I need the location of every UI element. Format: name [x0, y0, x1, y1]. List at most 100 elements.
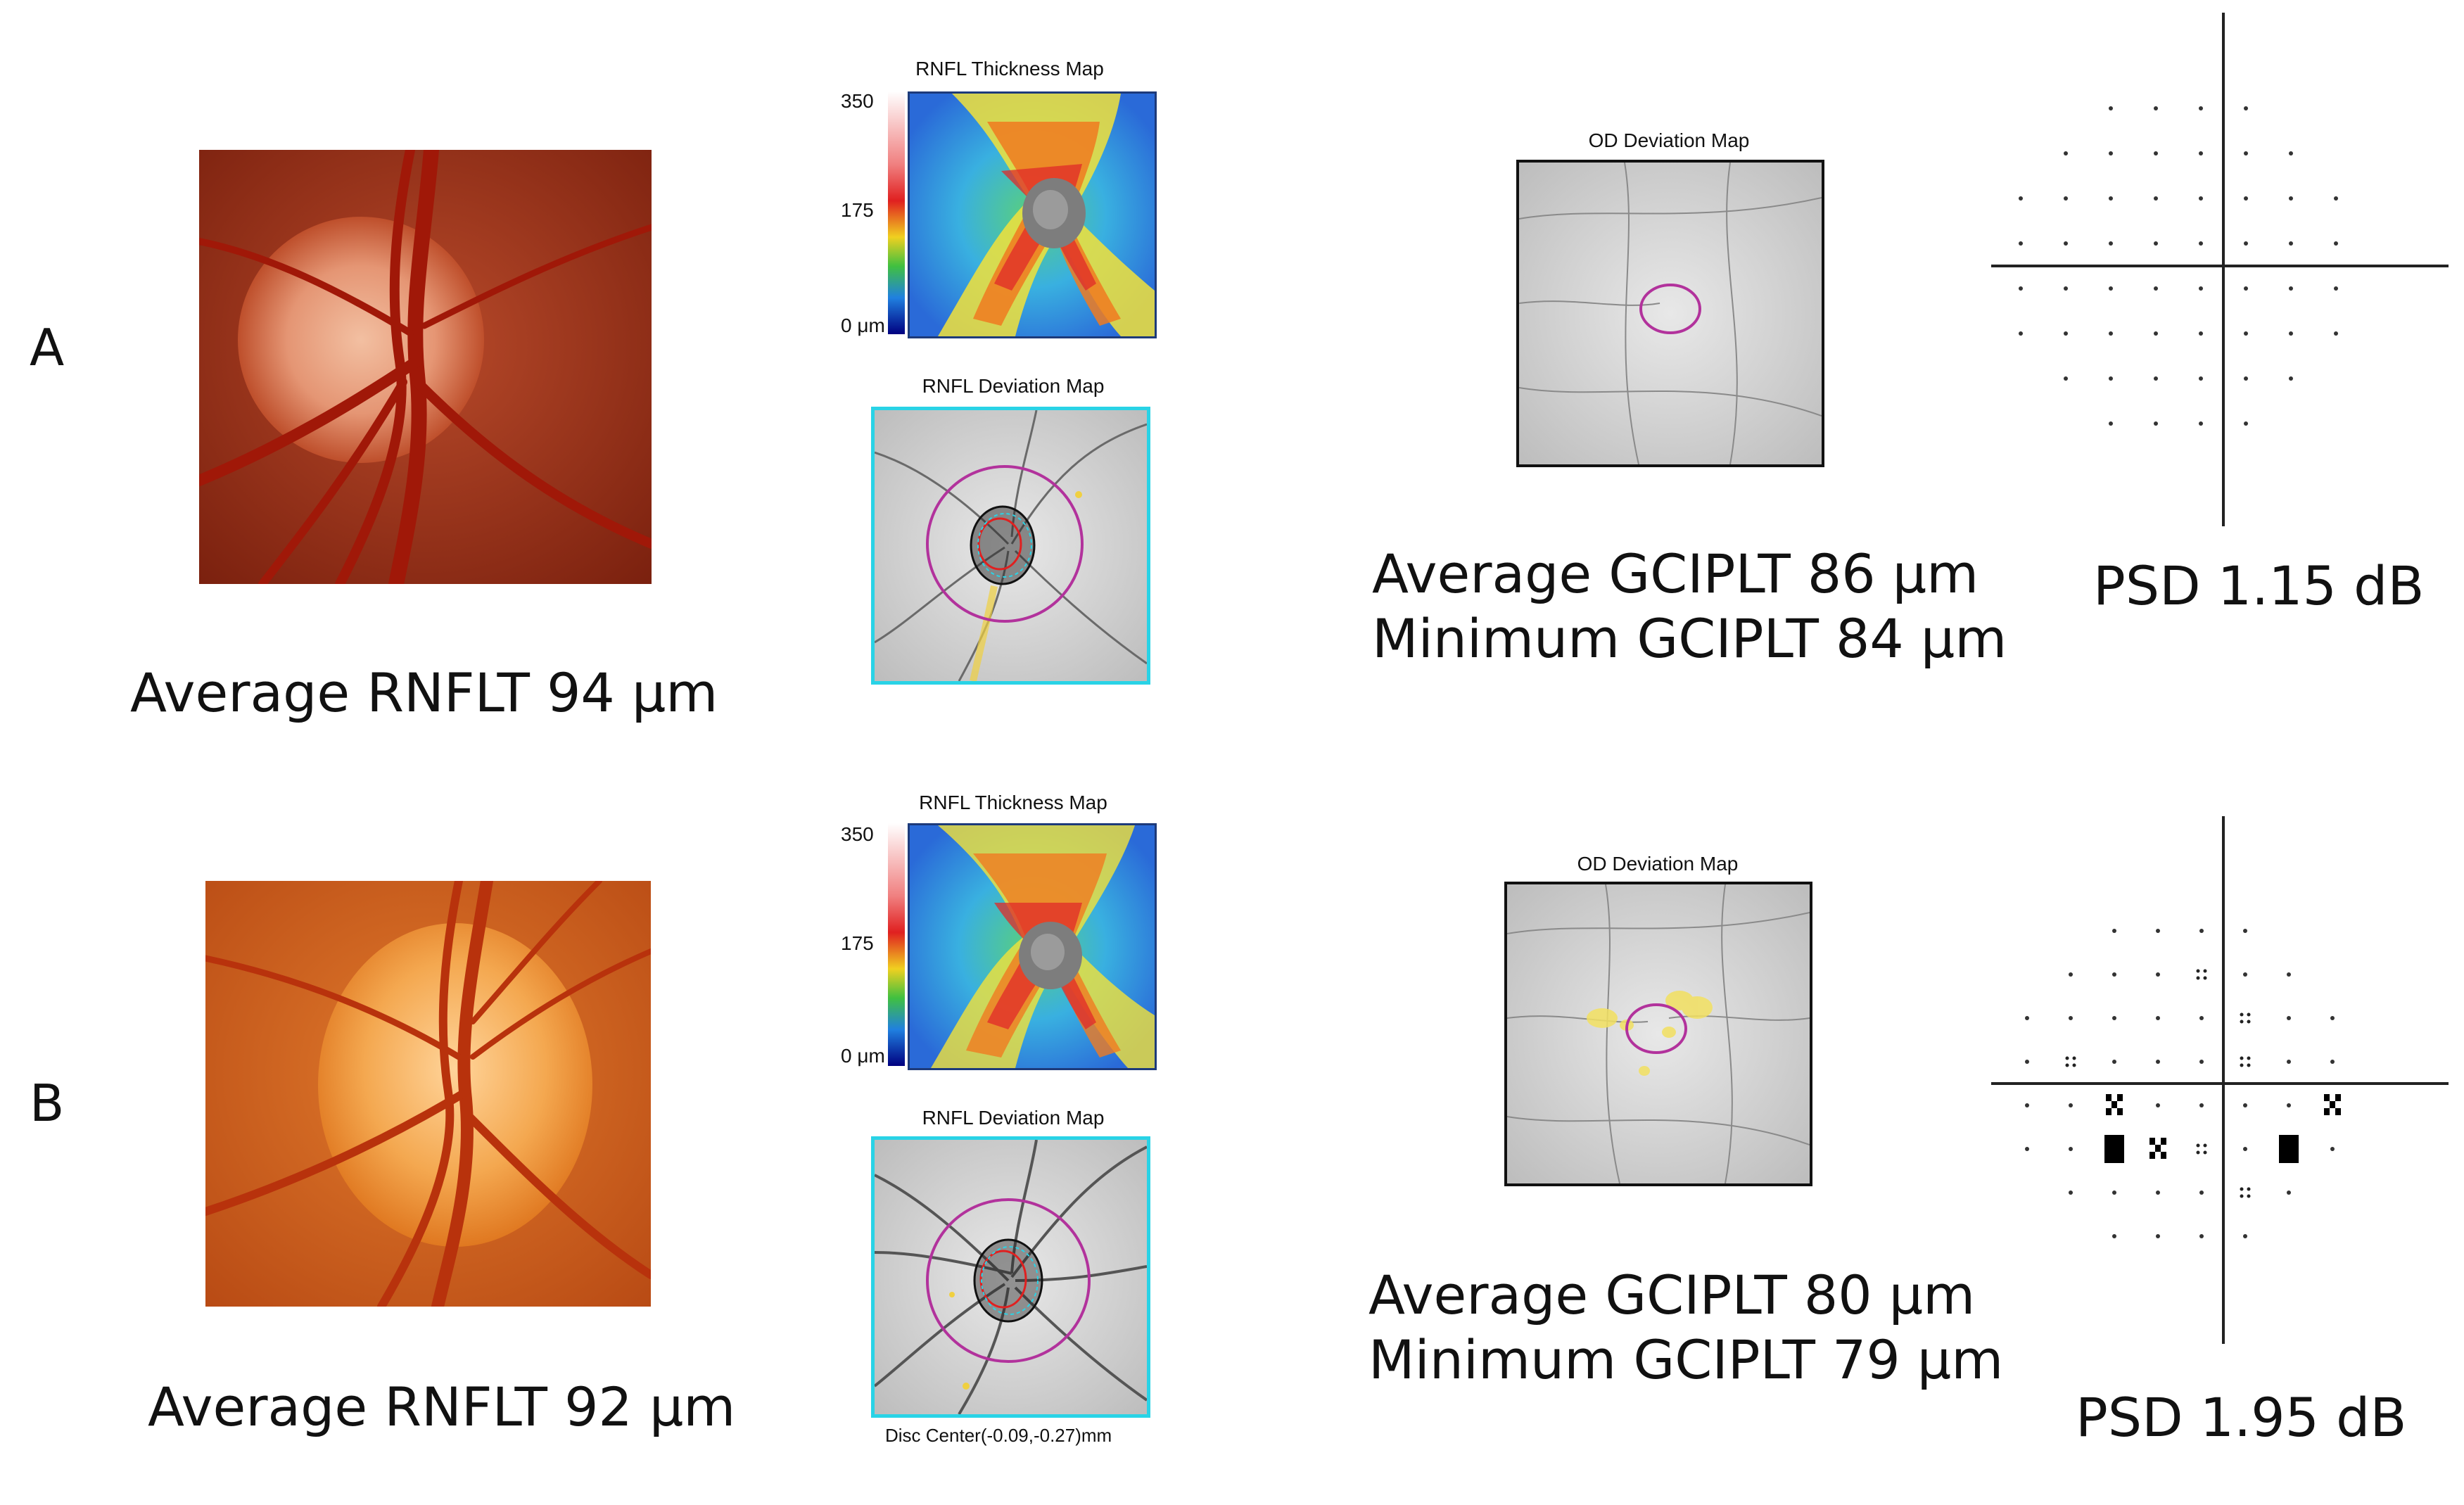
- field-point: [2289, 196, 2293, 201]
- field-point: [2334, 241, 2338, 246]
- field-point: [2112, 1190, 2116, 1195]
- field-point: [2289, 376, 2293, 381]
- field-point: [2156, 929, 2160, 933]
- scale-tick-top-a: 350: [841, 90, 874, 112]
- deviation-map-title-a: RNFL Deviation Map: [922, 375, 1105, 397]
- field-point: [2154, 421, 2158, 426]
- field-point: [2064, 241, 2068, 246]
- deviation-map-b: [871, 1136, 1150, 1418]
- field-point: [2199, 241, 2203, 246]
- od-map-title-b: OD Deviation Map: [1577, 853, 1739, 875]
- field-point: [2064, 376, 2068, 381]
- field-point: [2199, 1234, 2204, 1238]
- field-point: [2025, 1060, 2029, 1064]
- field-point: [2287, 1060, 2291, 1064]
- visual-field-plot-a: [1991, 13, 2449, 526]
- field-point: [2199, 929, 2204, 933]
- scale-tick-mid-b: 175: [841, 932, 874, 954]
- row-label-a: A: [30, 318, 65, 377]
- field-point: [2156, 1060, 2160, 1064]
- field-point: [2289, 286, 2293, 291]
- field-point-quad: [2196, 969, 2207, 980]
- field-point: [2199, 331, 2203, 336]
- field-point: [2287, 1103, 2291, 1107]
- deviation-map-title-b: RNFL Deviation Map: [922, 1107, 1105, 1129]
- field-point: [2244, 421, 2248, 426]
- field-point: [2334, 331, 2338, 336]
- thickness-map-a: [908, 91, 1157, 338]
- field-point-black: [2104, 1135, 2124, 1163]
- gciplt-block-a: Average GCIPLT 86 μm Minimum GCIPLT 84 μ…: [1372, 542, 2007, 671]
- scale-tick-top-b: 350: [841, 823, 874, 845]
- field-point-checker: [2106, 1094, 2123, 1115]
- field-point: [2064, 196, 2068, 201]
- field-point: [2154, 241, 2158, 246]
- od-map-title-a: OD Deviation Map: [1588, 129, 1750, 151]
- field-point-checker: [2149, 1138, 2166, 1159]
- field-point: [2244, 106, 2248, 110]
- field-point: [2156, 972, 2160, 977]
- gciplt-average-a: Average GCIPLT 86 μm: [1372, 542, 1979, 605]
- thickness-map-b: [908, 823, 1157, 1070]
- field-point: [2069, 1016, 2073, 1020]
- field-point: [2025, 1103, 2029, 1107]
- field-point: [2109, 376, 2113, 381]
- field-point: [2334, 196, 2338, 201]
- thickness-map-title-b: RNFL Thickness Map: [919, 792, 1107, 813]
- field-point: [2156, 1016, 2160, 1020]
- field-point: [2156, 1190, 2160, 1195]
- field-point: [2243, 972, 2247, 977]
- od-deviation-map-b: [1504, 882, 1812, 1186]
- field-point: [2064, 331, 2068, 336]
- field-point: [2112, 1234, 2116, 1238]
- field-point: [2112, 1060, 2116, 1064]
- field-point: [2154, 151, 2158, 155]
- field-point: [2243, 1234, 2247, 1238]
- field-point: [2244, 151, 2248, 155]
- field-point: [2109, 421, 2113, 426]
- field-point: [2287, 972, 2291, 977]
- field-point: [2019, 286, 2023, 291]
- gciplt-average-b: Average GCIPLT 80 μm: [1368, 1264, 1976, 1326]
- field-point: [2330, 1147, 2335, 1151]
- fundus-photo-b: [205, 881, 651, 1307]
- field-point: [2330, 1016, 2335, 1020]
- field-point: [2019, 241, 2023, 246]
- thickness-map-title-a: RNFL Thickness Map: [915, 58, 1104, 80]
- field-point-quad: [2065, 1056, 2076, 1067]
- disc-center-note-b: Disc Center(-0.09,-0.27)mm: [885, 1425, 1112, 1446]
- rnflt-caption-b: Average RNFLT 92 μm: [148, 1376, 736, 1438]
- visual-field-plot-b: [1991, 816, 2449, 1344]
- scale-tick-mid-a: 175: [841, 199, 874, 221]
- scale-tick-bottom-b: 0 μm: [841, 1045, 885, 1067]
- field-point: [2244, 241, 2248, 246]
- field-point-black: [2279, 1135, 2299, 1163]
- field-point: [2109, 331, 2113, 336]
- field-point: [2287, 1190, 2291, 1195]
- gciplt-minimum-a: Minimum GCIPLT 84 μm: [1372, 607, 2007, 670]
- deviation-map-a: [871, 407, 1150, 685]
- thickness-color-scale-a: [888, 91, 905, 334]
- psd-b: PSD 1.95 dB: [2076, 1386, 2407, 1449]
- field-point-checker: [2324, 1094, 2341, 1115]
- field-point: [2199, 286, 2203, 291]
- field-point: [2199, 151, 2203, 155]
- field-point: [2109, 196, 2113, 201]
- field-point-quad: [2240, 1056, 2251, 1067]
- field-point: [2199, 196, 2203, 201]
- field-point: [2330, 1060, 2335, 1064]
- field-point: [2109, 286, 2113, 291]
- field-point: [2289, 151, 2293, 155]
- field-point: [2069, 1190, 2073, 1195]
- field-point: [2109, 106, 2113, 110]
- rnflt-caption-a: Average RNFLT 94 μm: [130, 661, 718, 724]
- scale-tick-bottom-a: 0 μm: [841, 315, 885, 336]
- gciplt-minimum-b: Minimum GCIPLT 79 μm: [1368, 1328, 2004, 1391]
- field-point: [2243, 1147, 2247, 1151]
- field-point: [2199, 1016, 2204, 1020]
- field-point: [2069, 1103, 2073, 1107]
- field-point: [2112, 929, 2116, 933]
- field-point: [2019, 196, 2023, 201]
- field-point: [2244, 331, 2248, 336]
- field-point: [2069, 1147, 2073, 1151]
